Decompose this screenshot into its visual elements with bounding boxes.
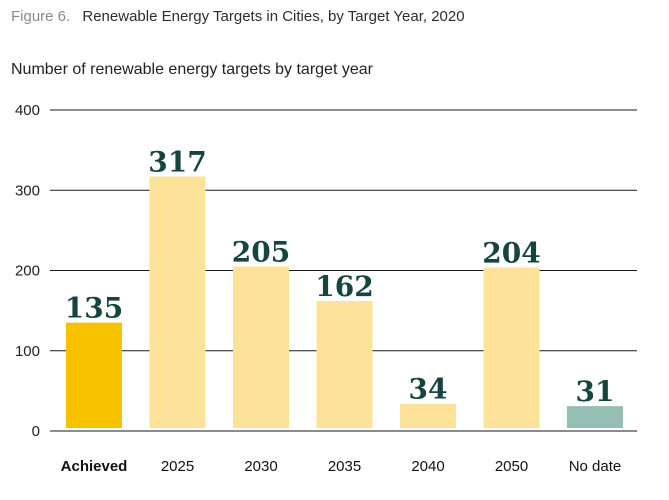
y-tick-label: 100 [15,343,40,360]
x-tick-label: 2035 [328,458,361,475]
x-tick-label: 2030 [244,458,277,475]
data-label: 317 [148,146,206,179]
data-label: 31 [576,375,615,408]
x-tick-label: 2025 [161,458,194,475]
data-label: 135 [65,292,123,325]
y-tick-label: 400 [15,102,40,119]
y-tick-label: 0 [32,423,40,440]
figure-title: Renewable Energy Targets in Cities, by T… [82,8,465,25]
bar-no-date [567,406,623,428]
data-label: 205 [232,235,290,268]
bar-achieved [66,322,122,428]
bar-2035 [316,300,373,428]
figure-label: Figure 6. [11,8,71,25]
x-tick-label: No date [569,458,622,475]
y-tick-label: 300 [15,182,40,199]
data-label: 34 [409,373,448,406]
x-tick-label: Achieved [61,458,128,475]
y-tick-label: 200 [15,263,40,280]
bar-2025 [149,176,206,428]
x-tick-label: 2050 [495,458,528,475]
data-label: 162 [315,270,373,303]
chart-y-axis-title: Number of renewable energy targets by ta… [11,61,373,78]
data-label: 204 [482,236,540,269]
figure-header: Figure 6. Renewable Energy Targets in Ci… [11,7,465,27]
bar-2030 [233,266,289,428]
bar-2050 [483,267,540,428]
x-tick-label: 2040 [411,458,444,475]
bar-2040 [400,403,456,428]
